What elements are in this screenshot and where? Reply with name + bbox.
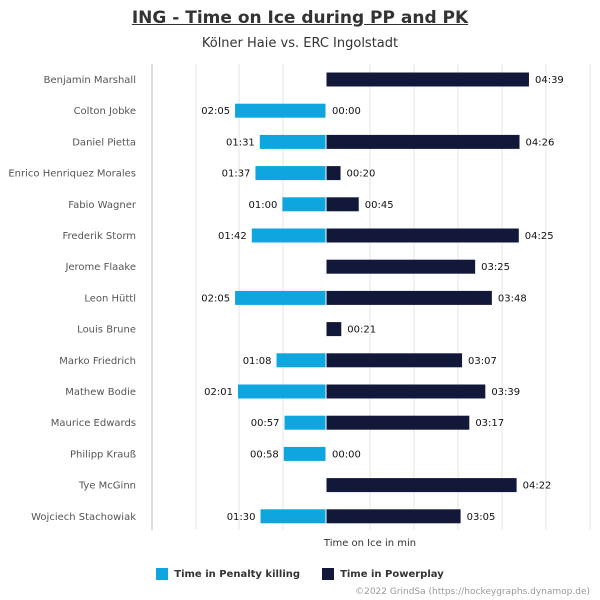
player-label: Philipp Krauß	[70, 449, 136, 460]
pk-value-label: 02:05	[201, 106, 230, 117]
legend-item-powerplay: Time in Powerplay	[322, 568, 444, 580]
pp-bar	[326, 166, 341, 181]
pp-bar	[326, 72, 529, 87]
legend-swatch-penalty-killing	[156, 568, 169, 580]
pk-value-label: 01:08	[243, 356, 272, 367]
pp-bar	[326, 290, 492, 305]
player-label: Marko Friedrich	[59, 356, 136, 367]
pk-value-label: 00:57	[251, 418, 280, 429]
pp-value-label: 04:39	[535, 75, 564, 86]
pp-bar	[326, 478, 517, 493]
pk-value-label: 01:31	[226, 137, 255, 148]
player-label: Frederik Storm	[63, 231, 137, 242]
pk-bar	[283, 446, 326, 461]
pk-value-label: 02:05	[201, 293, 230, 304]
pp-value-label: 03:05	[467, 512, 496, 523]
pk-bar	[282, 197, 326, 212]
pp-bar	[326, 134, 520, 149]
legend-item-penalty-killing: Time in Penalty killing	[156, 568, 300, 580]
pk-value-label: 01:00	[249, 200, 278, 211]
pp-value-label: 03:17	[475, 418, 504, 429]
player-label: Leon Hüttl	[84, 293, 136, 304]
x-axis-label: Time on Ice in min	[323, 538, 416, 549]
chart-subtitle: Kölner Haie vs. ERC Ingolstadt	[201, 36, 399, 51]
pk-bar	[235, 103, 326, 118]
credit-text: ©2022 GrindSa (https://hockeygraphs.dyna…	[355, 587, 590, 597]
pk-bar	[237, 384, 326, 399]
pp-value-label: 00:00	[332, 106, 361, 117]
player-label: Mathew Bodie	[65, 387, 136, 398]
legend-swatch-powerplay	[322, 568, 335, 580]
player-label: Maurice Edwards	[51, 418, 136, 429]
pk-bar	[276, 353, 326, 368]
player-label: Tye McGinn	[78, 481, 136, 492]
pp-bar	[326, 353, 463, 368]
pp-bar	[326, 322, 342, 337]
pk-value-label: 00:58	[250, 449, 279, 460]
player-label: Colton Jobke	[74, 106, 136, 117]
pp-value-label: 03:07	[468, 356, 497, 367]
pk-bar	[255, 166, 326, 181]
player-label: Wojciech Stachowiak	[31, 512, 136, 523]
pk-value-label: 01:42	[218, 231, 247, 242]
pp-value-label: 03:25	[481, 262, 510, 273]
pp-value-label: 03:48	[498, 293, 527, 304]
pk-value-label: 01:30	[227, 512, 256, 523]
pp-value-label: 00:45	[365, 200, 394, 211]
pk-value-label: 01:37	[222, 169, 251, 180]
pp-bar	[326, 197, 359, 212]
player-label: Jerome Flaake	[64, 262, 136, 273]
pp-value-label: 03:39	[491, 387, 520, 398]
pp-value-label: 04:25	[525, 231, 554, 242]
player-label: Benjamin Marshall	[44, 75, 136, 86]
pk-bar	[284, 415, 326, 430]
player-label: Enrico Henriquez Morales	[8, 169, 136, 180]
pp-bar	[326, 384, 486, 399]
player-label: Louis Brune	[77, 325, 136, 336]
player-label: Fabio Wagner	[68, 200, 137, 211]
pp-bar	[326, 259, 476, 274]
pp-bar	[326, 228, 519, 243]
player-label: Daniel Pietta	[72, 137, 136, 148]
legend: Time in Penalty killing Time in Powerpla…	[0, 568, 600, 580]
pk-bar	[260, 509, 326, 524]
pp-value-label: 00:20	[347, 169, 376, 180]
pk-bar	[251, 228, 326, 243]
pk-bar	[259, 134, 326, 149]
pp-bar	[326, 509, 461, 524]
pk-value-label: 02:01	[204, 387, 233, 398]
pp-value-label: 00:00	[332, 449, 361, 460]
chart-title: ING - Time on Ice during PP and PK	[131, 8, 469, 28]
pp-value-label: 04:26	[526, 137, 555, 148]
pp-value-label: 04:22	[523, 481, 552, 492]
pp-value-label: 00:21	[347, 325, 376, 336]
pp-bar	[326, 415, 470, 430]
legend-label-penalty-killing: Time in Penalty killing	[174, 568, 301, 580]
legend-label-powerplay: Time in Powerplay	[340, 568, 444, 580]
pk-bar	[235, 290, 326, 305]
